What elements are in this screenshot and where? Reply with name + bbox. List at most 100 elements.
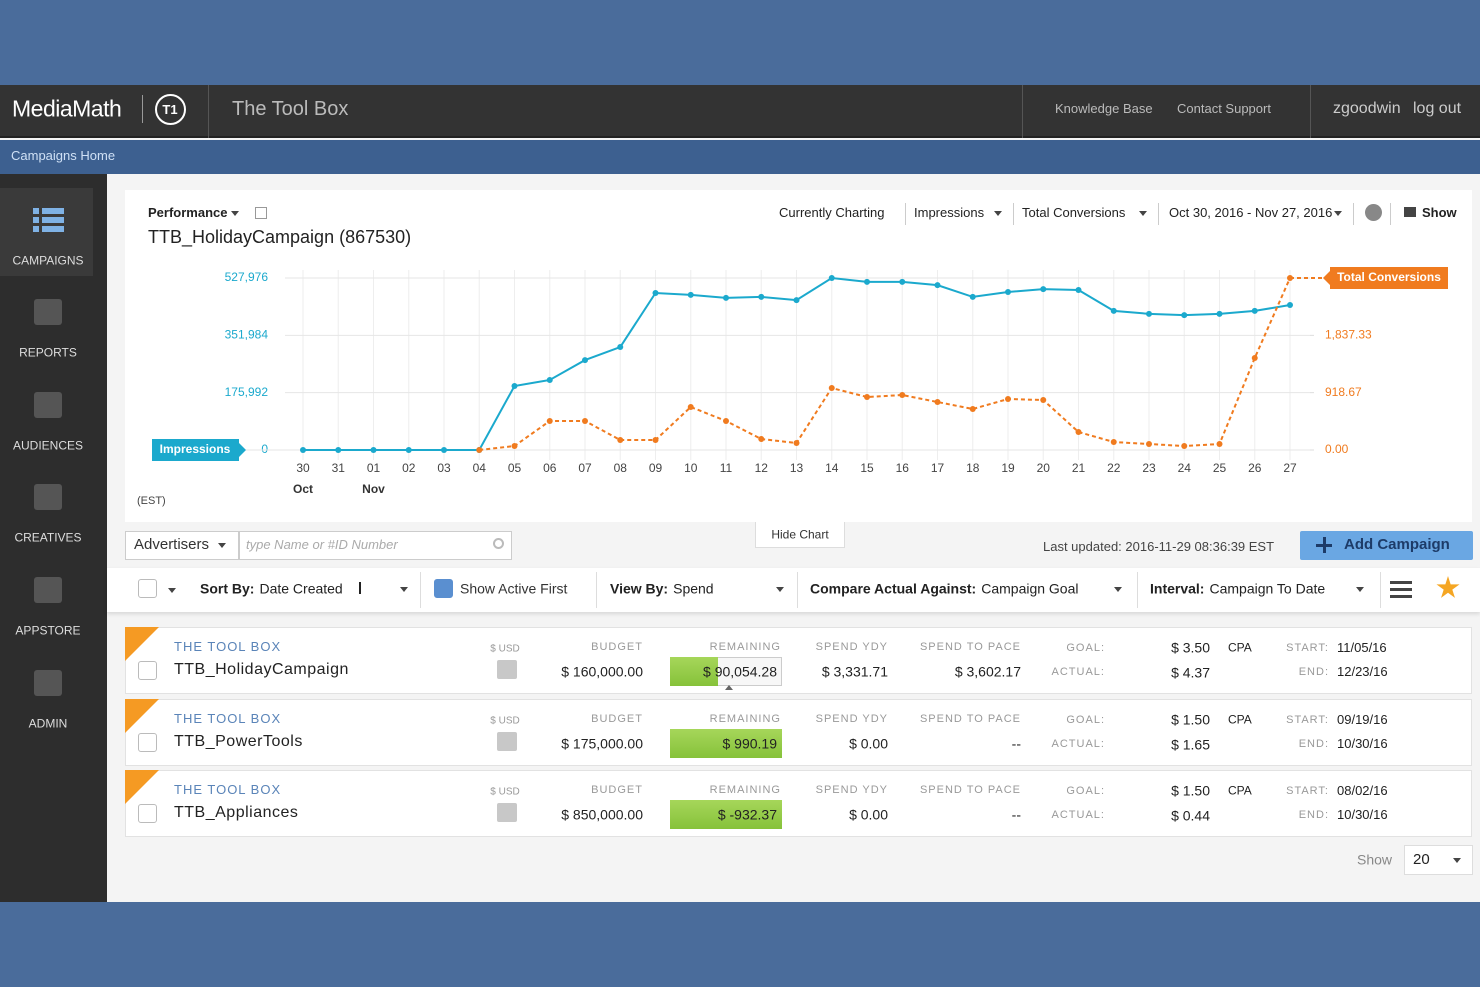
value: Campaign To Date <box>1209 580 1326 597</box>
icon <box>34 392 62 418</box>
dropdown[interactable]: Total Conversions <box>1022 204 1126 220</box>
divider <box>1353 203 1354 225</box>
logout[interactable]: log out <box>1413 100 1462 118</box>
search-box[interactable] <box>239 531 512 560</box>
campaign-name[interactable]: TTB_HolidayCampaign <box>174 661 349 679</box>
list-line <box>1390 588 1412 591</box>
campaign-row[interactable] <box>125 699 1472 766</box>
column-label: SPEND TO PACE <box>919 712 1021 725</box>
dropdown[interactable]: Impressions <box>914 204 985 220</box>
budget: $ 160,000.00 <box>561 663 643 680</box>
link[interactable]: Knowledge Base <box>1055 100 1153 116</box>
divider <box>420 572 421 608</box>
column-label: END: <box>1298 665 1329 678</box>
header-bar <box>0 85 1480 138</box>
column-label: REMAINING <box>709 640 781 653</box>
nav-item[interactable]: CREATIVES <box>14 530 82 545</box>
comment-icon <box>1404 207 1416 217</box>
divider <box>1013 203 1014 225</box>
breadcrumb[interactable]: Campaigns Home <box>11 147 116 163</box>
nav-item[interactable]: APPSTORE <box>15 623 81 638</box>
actual: $ 4.37 <box>1171 664 1210 681</box>
breadcrumb-bar <box>0 140 1480 174</box>
checkbox[interactable] <box>138 661 157 680</box>
nav-item[interactable]: REPORTS <box>19 345 77 360</box>
column-label: ACTUAL: <box>1051 737 1105 750</box>
page-size-select[interactable] <box>1404 845 1473 875</box>
value: Date Created <box>259 580 343 597</box>
chart-icon[interactable] <box>497 803 517 822</box>
plus-v <box>1323 537 1326 553</box>
column-label: SPEND YDY <box>815 783 888 796</box>
nav-item[interactable]: AUDIENCES <box>12 438 84 453</box>
pointer <box>725 685 733 690</box>
menu[interactable]: Performance <box>148 204 228 220</box>
divider <box>142 95 143 123</box>
sort[interactable]: Sort By: Date Created <box>200 581 343 596</box>
end-date: 12/23/16 <box>1337 663 1388 679</box>
chart-icon[interactable] <box>497 660 517 679</box>
label: View By: <box>610 580 669 597</box>
icon-bar <box>33 226 39 232</box>
top-band <box>0 0 1480 85</box>
button-label: Add Campaign <box>1344 535 1450 553</box>
start-date: 11/05/16 <box>1337 639 1387 655</box>
spend-ydy: $ 3,331.71 <box>821 663 888 680</box>
nav-item[interactable]: CAMPAIGNS <box>12 253 84 268</box>
icon-bar <box>33 208 39 214</box>
budget: $ 175,000.00 <box>561 735 643 752</box>
checkbox[interactable] <box>138 804 157 823</box>
divider <box>1310 85 1311 138</box>
campaign-name[interactable]: TTB_Appliances <box>174 804 299 822</box>
icon <box>34 577 62 603</box>
column-label: END: <box>1298 808 1329 821</box>
checkbox-checked[interactable] <box>434 579 453 598</box>
column-label: GOAL: <box>1066 641 1105 654</box>
icon-bar <box>42 217 64 223</box>
arrow-up <box>359 582 361 594</box>
sidebar-active <box>0 188 93 276</box>
budget: $ 850,000.00 <box>561 806 643 823</box>
chart-title: TTB_HolidayCampaign (867530) <box>148 227 412 248</box>
caret <box>218 543 226 548</box>
divider <box>596 572 597 608</box>
column-label: BUDGET <box>591 640 643 653</box>
select-label: Advertisers <box>134 535 210 553</box>
checkbox[interactable] <box>138 579 157 598</box>
nav-item[interactable]: ADMIN <box>28 716 68 731</box>
dropdown[interactable]: Oct 30, 2016 - Nov 27, 2016 <box>1169 204 1333 220</box>
view-by[interactable]: View By: Spend <box>610 581 714 596</box>
column-label: ACTUAL: <box>1051 665 1105 678</box>
icon-bar <box>42 226 64 232</box>
caret <box>400 587 408 592</box>
campaign-row[interactable] <box>125 627 1472 694</box>
checkbox[interactable] <box>138 733 157 752</box>
interval[interactable]: Interval: Campaign To Date <box>1150 581 1325 596</box>
logo-ring <box>155 94 186 125</box>
hide-chart-tab[interactable] <box>755 522 845 548</box>
compare[interactable]: Compare Actual Against: Campaign Goal <box>810 581 1079 596</box>
filter-bar <box>107 568 1480 612</box>
divider <box>1137 572 1138 608</box>
link[interactable]: Contact Support <box>1177 100 1271 116</box>
value: Campaign Goal <box>981 580 1079 597</box>
campaign-row[interactable] <box>125 770 1472 837</box>
chart-icon[interactable] <box>497 732 517 751</box>
spend-ydy: $ 0.00 <box>849 735 888 752</box>
info-icon[interactable] <box>1365 204 1382 221</box>
advertiser: THE TOOL BOX <box>174 781 282 797</box>
icon <box>34 299 62 325</box>
caret <box>1114 587 1122 592</box>
label: Sort By: <box>200 580 255 597</box>
user[interactable]: zgoodwin <box>1333 100 1401 118</box>
column-label: BUDGET <box>591 783 643 796</box>
column-label: REMAINING <box>709 783 781 796</box>
brand: MediaMath <box>12 95 122 122</box>
button[interactable]: Show <box>1422 204 1457 220</box>
end-date: 10/30/16 <box>1337 735 1388 751</box>
campaign-name[interactable]: TTB_PowerTools <box>174 733 303 751</box>
caret <box>168 588 176 593</box>
list-line <box>1390 595 1412 598</box>
placeholder: type Name or #ID Number <box>246 536 398 552</box>
bottom-band <box>0 902 1480 987</box>
